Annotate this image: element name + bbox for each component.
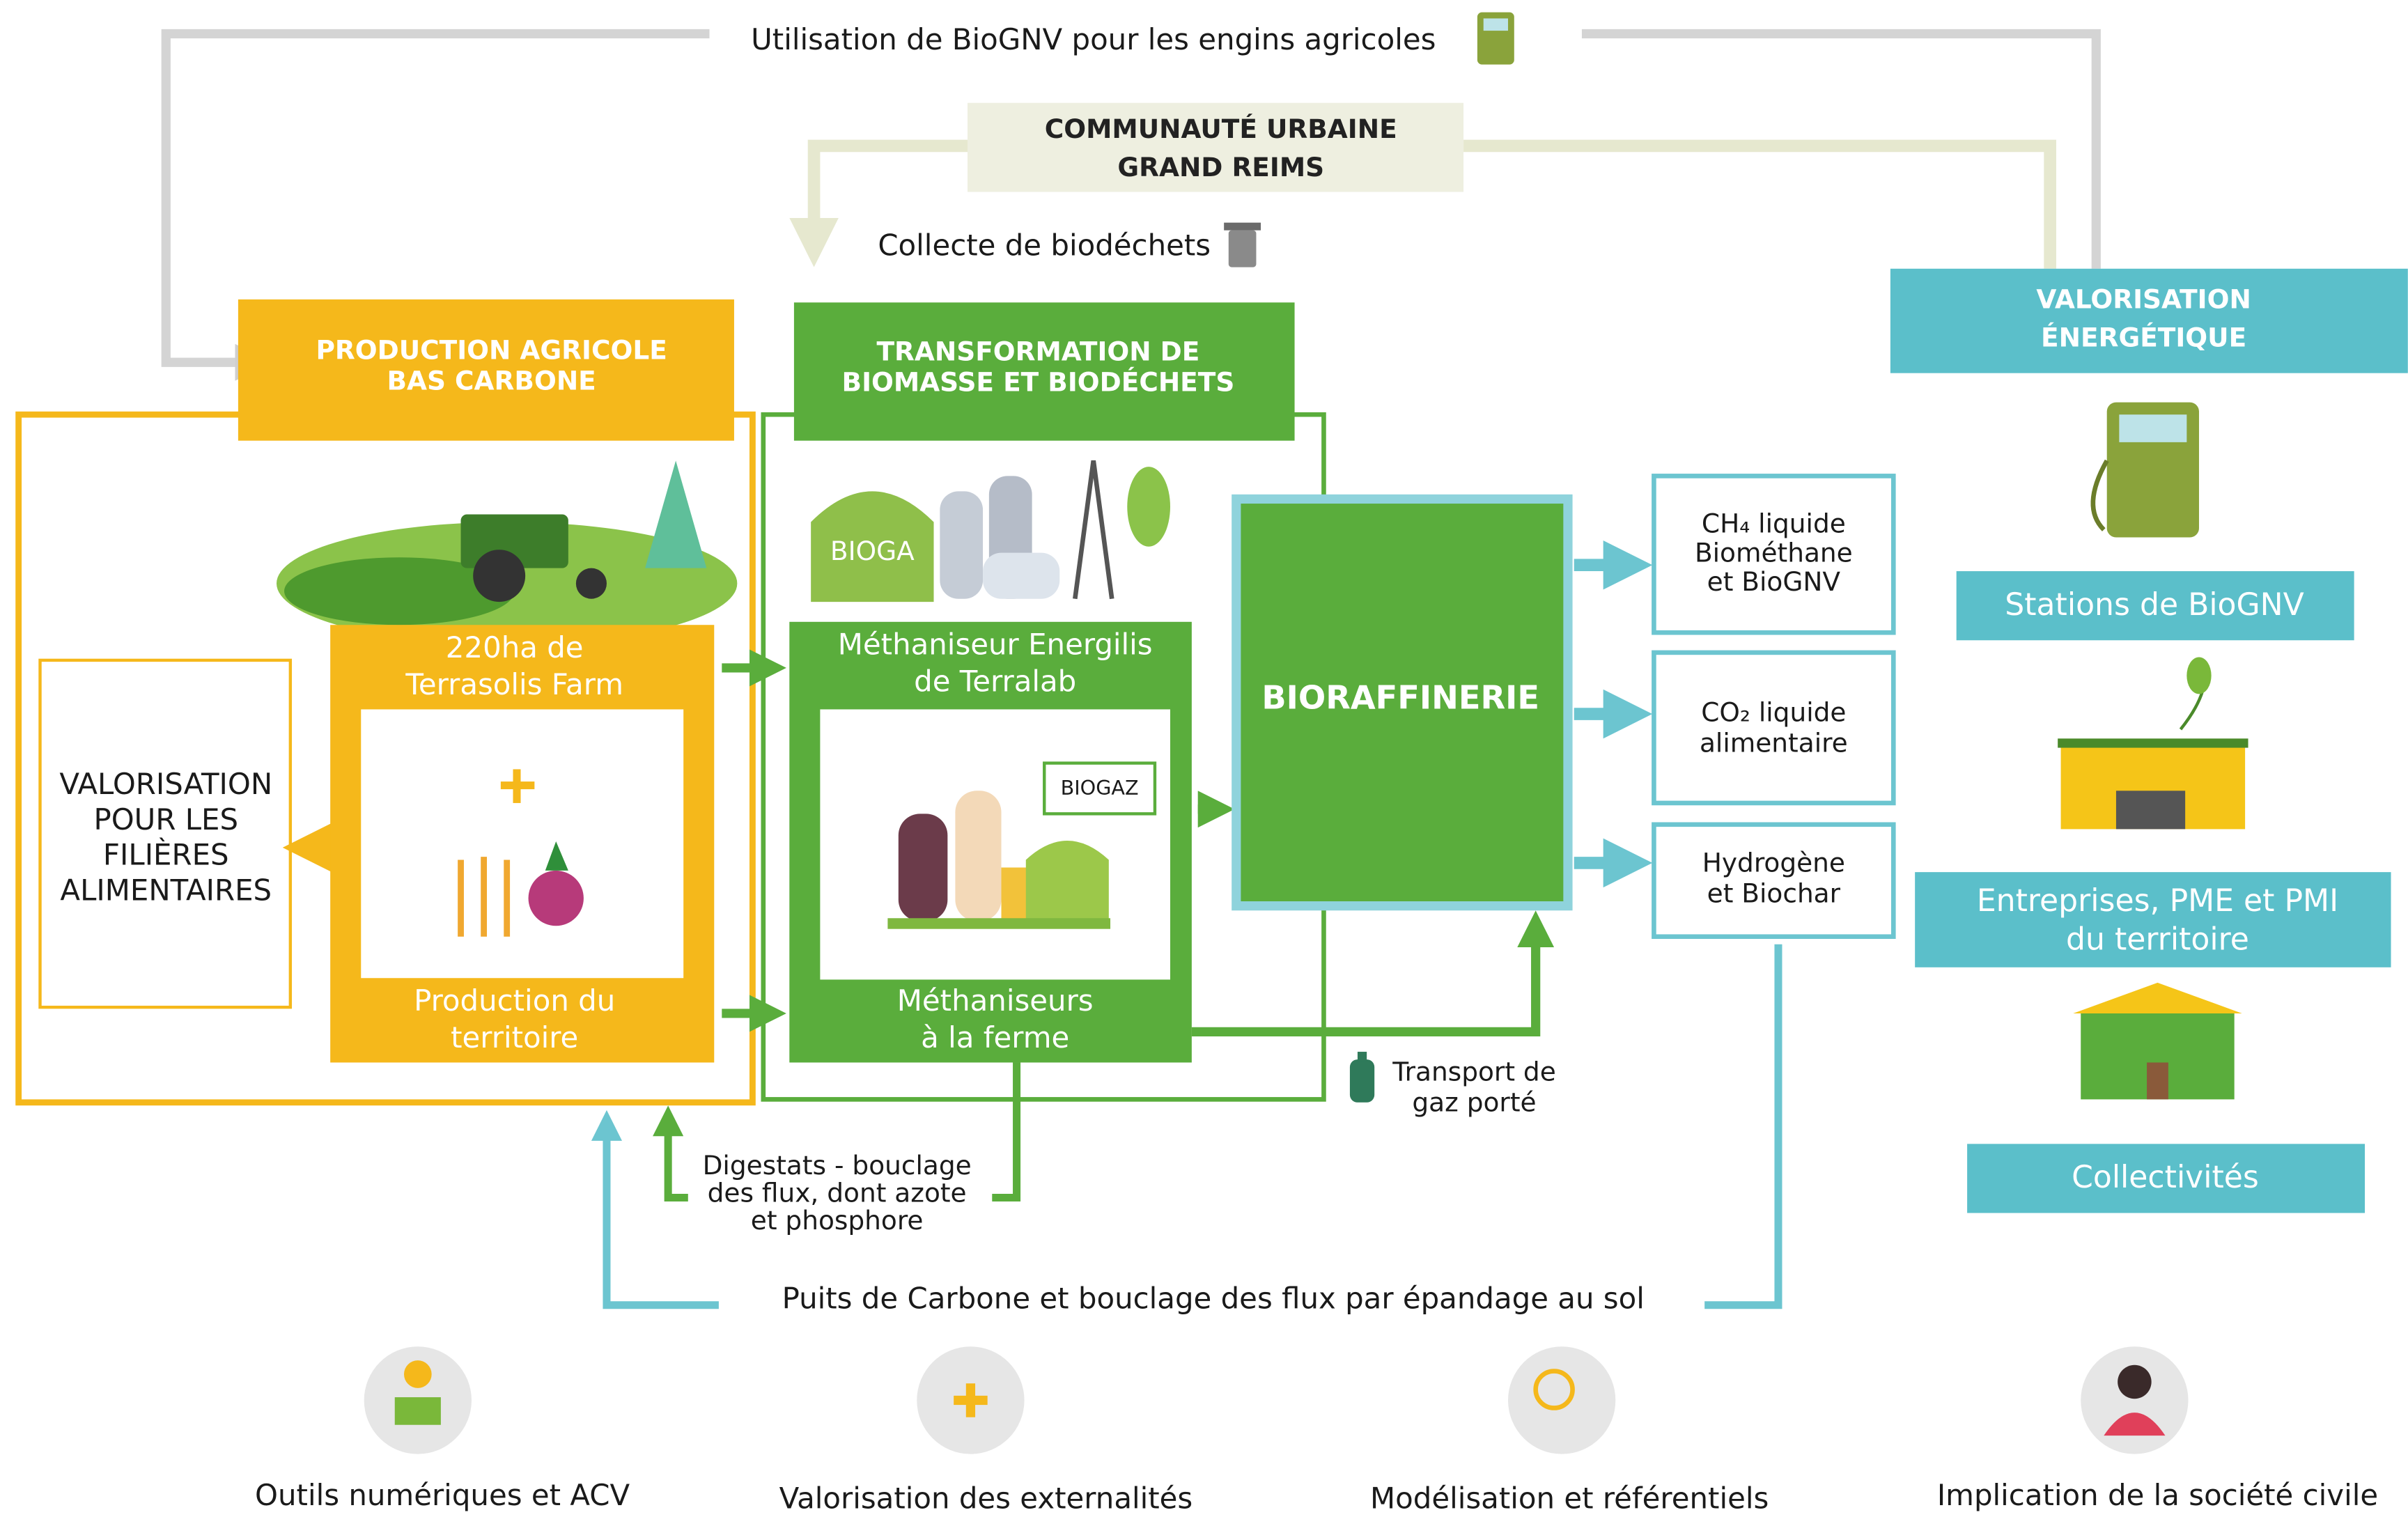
output-label: et BioGNV — [1707, 566, 1841, 597]
valorisation-label: ALIMENTAIRES — [60, 873, 272, 907]
valorisation-label: FILIÈRES — [103, 837, 229, 872]
pillar-icon — [1508, 1346, 1615, 1454]
digester-label: de Terralab — [914, 664, 1076, 698]
section-title: BAS CARBONE — [387, 365, 596, 396]
pump-icon — [2093, 403, 2199, 538]
gas-bottle-icon — [1350, 1052, 1374, 1103]
section-title: BIOMASSE ET BIODÉCHETS — [842, 367, 1235, 398]
pillar-label: Outils numériques et ACV — [255, 1478, 630, 1512]
flow-label: Transport de — [1392, 1056, 1556, 1087]
pillar-icon — [2081, 1346, 2188, 1454]
digester-label: Méthaniseurs — [897, 983, 1094, 1018]
user-label: du territoire — [2066, 921, 2249, 957]
farm-inner — [361, 709, 683, 978]
territory-label: territoire — [451, 1020, 578, 1055]
flow-line — [1192, 929, 1536, 1032]
tractor-illustration — [277, 460, 737, 645]
tank-label: BIOGA — [830, 536, 915, 566]
user-label: Collectivités — [2072, 1160, 2259, 1195]
flow-label: et phosphore — [751, 1205, 924, 1236]
section-title: VALORISATION — [2036, 284, 2251, 315]
partner-title: GRAND REIMS — [1117, 152, 1324, 182]
section-title: ÉNERGÉTIQUE — [2041, 322, 2246, 353]
territory-label: Production du — [414, 983, 615, 1018]
flow-label: Puits de Carbone et bouclage des flux pa… — [782, 1282, 1645, 1316]
pillar-label: Implication de la société civile — [1937, 1478, 2378, 1512]
bin-icon — [1224, 223, 1261, 267]
user-label: Entreprises, PME et PMI — [1977, 883, 2338, 919]
biogaz-label: BIOGAZ — [1061, 776, 1139, 800]
townhall-icon — [2073, 983, 2242, 1100]
flow-line — [1463, 146, 2050, 268]
pillar-label: Valorisation des externalités — [779, 1481, 1193, 1515]
glyphs — [395, 1360, 2166, 1436]
output-label: alimentaire — [1700, 728, 1848, 758]
output-label: CO₂ liquide — [1701, 697, 1846, 728]
valorisation-label: POUR LES — [93, 802, 238, 837]
user-label: Stations de BioGNV — [2005, 587, 2304, 623]
output-label: et Biochar — [1707, 878, 1841, 909]
output-label: CH₄ liquide — [1702, 508, 1846, 538]
valorisation-label: VALORISATION — [59, 767, 272, 801]
partner-title: COMMUNAUTÉ URBAINE — [1045, 114, 1397, 144]
pillar-label: Modélisation et référentiels — [1370, 1481, 1769, 1515]
flow-label: Collecte de biodéchets — [878, 228, 1211, 262]
output-label: Biométhane — [1695, 537, 1853, 568]
section-title: PRODUCTION AGRICOLE — [316, 334, 667, 365]
flow-label: Utilisation de BioGNV pour les engins ag… — [751, 22, 1436, 56]
fuel-icon — [1477, 13, 1514, 65]
digester-label: Méthaniseur Energilis — [838, 628, 1153, 662]
digester-label: à la ferme — [921, 1020, 1069, 1055]
page: Utilisation de BioGNV pour les engins ag… — [0, 0, 2408, 1517]
section-title: TRANSFORMATION DE — [876, 336, 1199, 367]
farm-label: Terrasolis Farm — [405, 667, 623, 701]
biorefinery-label: BIORAFFINERIE — [1261, 679, 1539, 717]
flow-label: gaz porté — [1412, 1087, 1536, 1118]
flow-label: Digestats - bouclage — [703, 1150, 972, 1181]
flow-label: des flux, dont azote — [708, 1178, 967, 1208]
output-label: Hydrogène — [1702, 848, 1845, 878]
plant-illustration — [811, 460, 1170, 602]
company-icon — [2058, 658, 2248, 830]
diagram: Utilisation de BioGNV pour les engins ag… — [0, 0, 2408, 1517]
farm-label: 220ha de — [446, 630, 584, 664]
